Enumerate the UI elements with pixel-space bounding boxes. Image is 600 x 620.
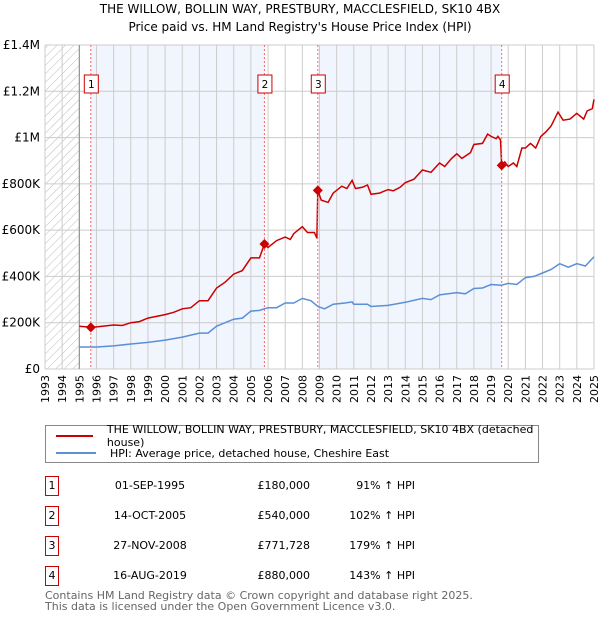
x-tick-label: 2024 [571, 375, 584, 403]
x-tick-label: 2019 [485, 375, 498, 403]
sale-marker-label: 2 [262, 79, 269, 91]
sale-num: 2 [45, 506, 59, 526]
x-tick-label: 1998 [125, 375, 138, 403]
chart-title: THE WILLOW, BOLLIN WAY, PRESTBURY, MACCL… [99, 2, 501, 16]
y-tick-label: £400K [2, 269, 42, 283]
sale-marker-label: 3 [315, 79, 322, 91]
x-tick-label: 2006 [262, 375, 275, 403]
x-tick-label: 2003 [211, 375, 224, 403]
sale-marker-box [494, 74, 510, 94]
legend-label: THE WILLOW, BOLLIN WAY, PRESTBURY, MACCL… [106, 423, 534, 449]
ownership-band [317, 45, 502, 369]
x-tick-label: 2011 [348, 375, 361, 403]
y-tick-label: £600K [2, 223, 42, 237]
series-line [79, 256, 595, 348]
legend: THE WILLOW, BOLLIN WAY, PRESTBURY, MACCL… [45, 423, 539, 463]
sale-point [85, 322, 96, 333]
x-tick-label: 1997 [108, 375, 121, 403]
sale-hpi: 179% ↑ HPI [349, 539, 415, 552]
sale-point [496, 160, 507, 171]
y-tick-label: £1.4M [3, 38, 40, 52]
sale-row: 3 27-NOV-2008 £771,728 179% ↑ HPI [45, 536, 445, 556]
y-tick-label: £0 [25, 362, 40, 376]
x-tick-label: 2023 [554, 375, 567, 403]
sale-marker-label: 1 [88, 79, 95, 91]
x-tick-label: 2013 [382, 375, 395, 403]
sale-price: £771,728 [257, 539, 311, 552]
x-tick-label: 1994 [56, 375, 69, 403]
sale-row: 2 14-OCT-2005 £540,000 102% ↑ HPI [45, 506, 445, 526]
x-tick-label: 2012 [365, 375, 378, 403]
sale-point [312, 185, 323, 196]
chart-subtitle: Price paid vs. HM Land Registry's House … [128, 20, 472, 34]
x-tick-label: 1999 [142, 375, 155, 403]
legend-label: HPI: Average price, detached house, Ches… [110, 446, 390, 460]
ownership-band [90, 45, 265, 369]
x-tick-label: 2025 [588, 375, 600, 403]
sale-marker-box [310, 74, 326, 94]
y-tick-label: £1.2M [3, 84, 40, 98]
y-tick-label: £200K [2, 316, 42, 330]
sale-marker-box [83, 74, 99, 94]
x-tick-label: 1995 [73, 375, 86, 403]
sale-hpi: 143% ↑ HPI [349, 569, 415, 582]
x-tick-label: 2008 [296, 375, 309, 403]
x-tick-label: 2016 [434, 375, 447, 403]
legend-swatch [56, 452, 96, 454]
x-tick-label: 2015 [416, 375, 429, 403]
x-tick-label: 2018 [468, 375, 481, 403]
legend-item-hpi: HPI: Average price, detached house, Ches… [46, 445, 389, 461]
x-tick-label: 2007 [279, 375, 292, 403]
x-tick-label: 2022 [537, 375, 550, 403]
sale-price: £880,000 [257, 569, 311, 582]
sale-row: 1 01-SEP-1995 £180,000 91% ↑ HPI [45, 476, 445, 496]
x-tick-label: 2010 [331, 375, 344, 403]
sale-date: 16-AUG-2019 [113, 569, 187, 582]
sale-hpi: 102% ↑ HPI [349, 509, 415, 522]
footer-copyright: Contains HM Land Registry data © Crown c… [45, 589, 473, 602]
x-tick-label: 2001 [176, 375, 189, 403]
sale-date: 27-NOV-2008 [113, 539, 187, 552]
x-tick-label: 2020 [502, 375, 515, 403]
sale-price: £540,000 [257, 509, 311, 522]
series-line [79, 99, 595, 329]
sale-num: 4 [45, 566, 59, 586]
legend-item-property: THE WILLOW, BOLLIN WAY, PRESTBURY, MACCL… [46, 423, 538, 449]
x-tick-label: 1993 [39, 375, 52, 403]
sale-row: 4 16-AUG-2019 £880,000 143% ↑ HPI [45, 566, 445, 586]
x-tick-label: 2021 [519, 375, 532, 403]
x-tick-label: 2002 [193, 375, 206, 403]
x-tick-label: 2017 [451, 375, 464, 403]
legend-swatch [56, 435, 93, 437]
footer-licence: This data is licensed under the Open Gov… [45, 600, 396, 613]
sale-date: 01-SEP-1995 [114, 479, 186, 492]
sale-date: 14-OCT-2005 [113, 509, 187, 522]
sale-point [259, 239, 270, 250]
sale-num: 3 [45, 536, 59, 556]
x-tick-label: 2005 [245, 375, 258, 403]
y-tick-label: £800K [2, 177, 42, 191]
plot-area: 1 2 3 4 1993 1994 1995 1996 1997 1998 1999 2000 2001… [2, 38, 600, 403]
sale-marker-box [257, 74, 273, 94]
x-tick-label: 1996 [90, 375, 103, 403]
x-tick-label: 2009 [314, 375, 327, 403]
x-tick-label: 2000 [159, 375, 172, 403]
x-tick-label: 2014 [399, 375, 412, 403]
sale-hpi: 91% ↑ HPI [356, 479, 415, 492]
x-tick-label: 2004 [228, 375, 241, 403]
sale-price: £180,000 [257, 479, 311, 492]
y-tick-label: £1M [14, 131, 40, 145]
sale-num: 1 [45, 476, 59, 496]
sale-marker-label: 4 [499, 79, 506, 91]
